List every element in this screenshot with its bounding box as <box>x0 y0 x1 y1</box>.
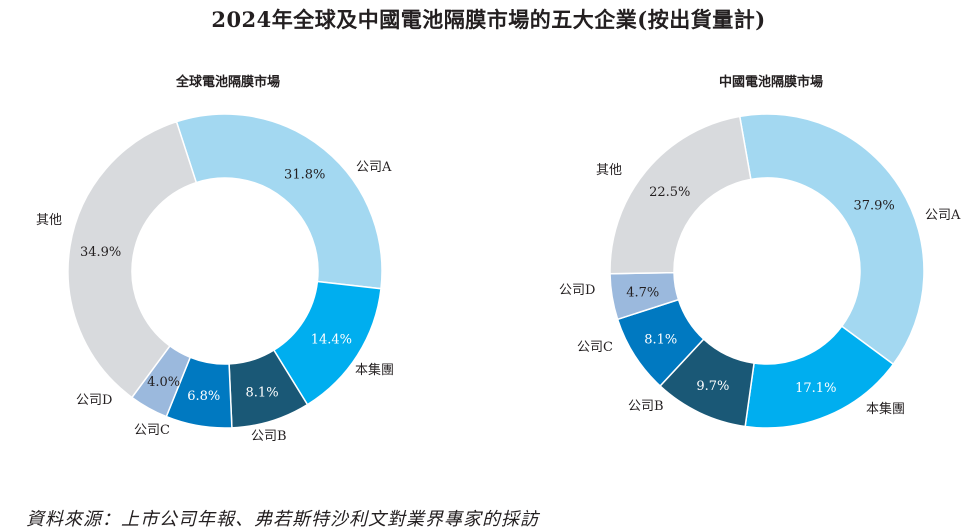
slice-category-label: 其他 <box>36 213 62 228</box>
slice-value-label: 37.9% <box>853 199 894 214</box>
donut-chart-2: 中國電池隔膜市場 37.9% 公司A 17.1% 本集團 9.7% 公司B 8.1% 公司C 4.… <box>559 74 961 429</box>
source-note: 資料來源：上市公司年報、弗若斯特沙利文對業界專家的採訪 <box>26 509 539 530</box>
slice-value-label: 8.1% <box>246 385 279 400</box>
slice-value-label: 34.9% <box>80 245 121 260</box>
slice-category-label: 公司D <box>559 283 595 298</box>
donut-slice-1 <box>175 113 383 290</box>
slice-value-label: 4.0% <box>147 375 180 390</box>
slice-value-label: 31.8% <box>284 167 325 182</box>
slice-category-label: 公司C <box>134 423 170 438</box>
donut-slice-6 <box>67 120 198 399</box>
slice-category-label: 本集團 <box>866 401 905 417</box>
donut-chart-1: 全球電池隔膜市場 31.8% 公司A 14.4%本集團 8.1% 公司B 6.8% 公司C 4.… <box>36 74 394 444</box>
page-title: 2024年全球及中國電池隔膜市場的五大企業(按出貨量計) <box>211 7 766 32</box>
slice-value-label: 4.7% <box>626 286 659 301</box>
slice-category-label: 公司A <box>356 160 392 175</box>
chart-title: 中國電池隔膜市場 <box>719 74 823 90</box>
slice-category-label: 本集團 <box>355 362 394 378</box>
slice-category-label: 公司A <box>925 208 961 223</box>
slice-category-label: 其他 <box>596 163 622 178</box>
slice-category-label: 公司B <box>628 399 664 414</box>
slice-category-label: 公司C <box>577 340 613 355</box>
donut-slice-1 <box>738 113 925 366</box>
slice-value-label: 6.8% <box>187 389 220 404</box>
slice-value-label: 22.5% <box>649 185 690 200</box>
slice-value-label: 8.1% <box>644 333 677 348</box>
slice-category-label: 公司B <box>251 429 287 444</box>
slice-value-label: 17.1% <box>795 381 836 396</box>
chart-title: 全球電池隔膜市場 <box>175 74 280 90</box>
slice-category-label: 公司D <box>76 393 112 408</box>
donut-slice-6 <box>609 115 752 275</box>
slice-value-label: 14.4% <box>311 333 352 348</box>
slice-value-label: 9.7% <box>696 379 729 394</box>
